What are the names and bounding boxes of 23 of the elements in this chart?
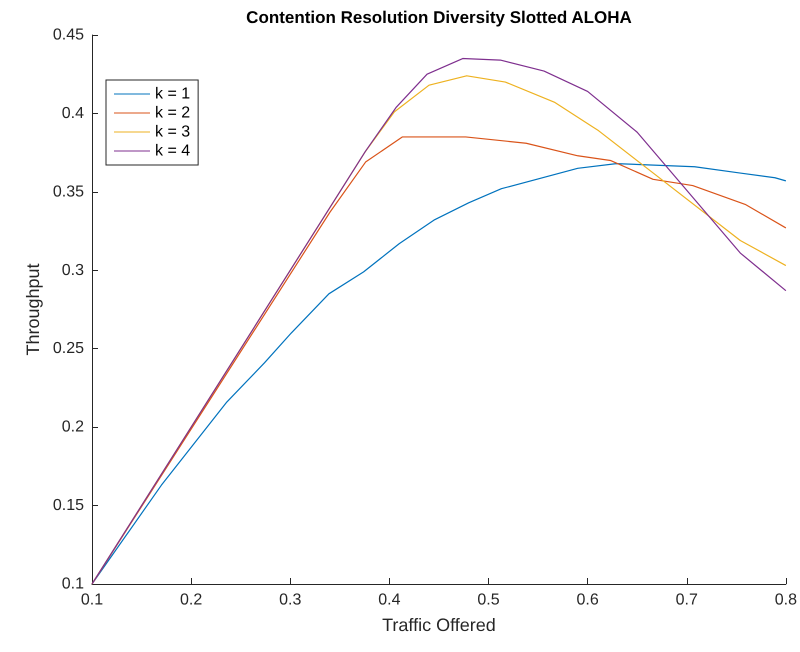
y-tick-label: 0.35 — [52, 183, 84, 200]
x-tick-label: 0.5 — [477, 592, 500, 608]
x-tick-label: 0.2 — [180, 592, 202, 608]
legend-label: k = 3 — [155, 124, 190, 140]
legend-label: k = 1 — [155, 86, 190, 102]
x-tick-label: 0.6 — [576, 592, 599, 608]
x-tick-label: 0.3 — [279, 592, 302, 608]
y-tick-label: 0.25 — [52, 340, 84, 358]
y-tick-label: 0.2 — [62, 418, 84, 436]
y-tick-label: 0.45 — [52, 26, 84, 44]
x-tick-label: 0.1 — [80, 592, 104, 608]
x-tick-label: 0.4 — [378, 592, 401, 608]
x-axis-title: Traffic Offered — [382, 615, 496, 635]
y-tick-label: 0.3 — [62, 262, 84, 279]
y-tick-label: 0.4 — [62, 104, 84, 122]
y-tick-label: 0.15 — [52, 497, 84, 514]
y-axis-title: Throughput — [22, 263, 43, 356]
legend-label: k = 4 — [155, 142, 190, 160]
x-tick-label: 0.8 — [774, 592, 798, 608]
x-tick-label: 0.7 — [676, 592, 698, 608]
legend-label: k = 2 — [155, 104, 190, 122]
chart-title: Contention Resolution Diversity Slotted ALOHA — [246, 8, 632, 27]
y-tick-label: 0.1 — [62, 576, 84, 592]
